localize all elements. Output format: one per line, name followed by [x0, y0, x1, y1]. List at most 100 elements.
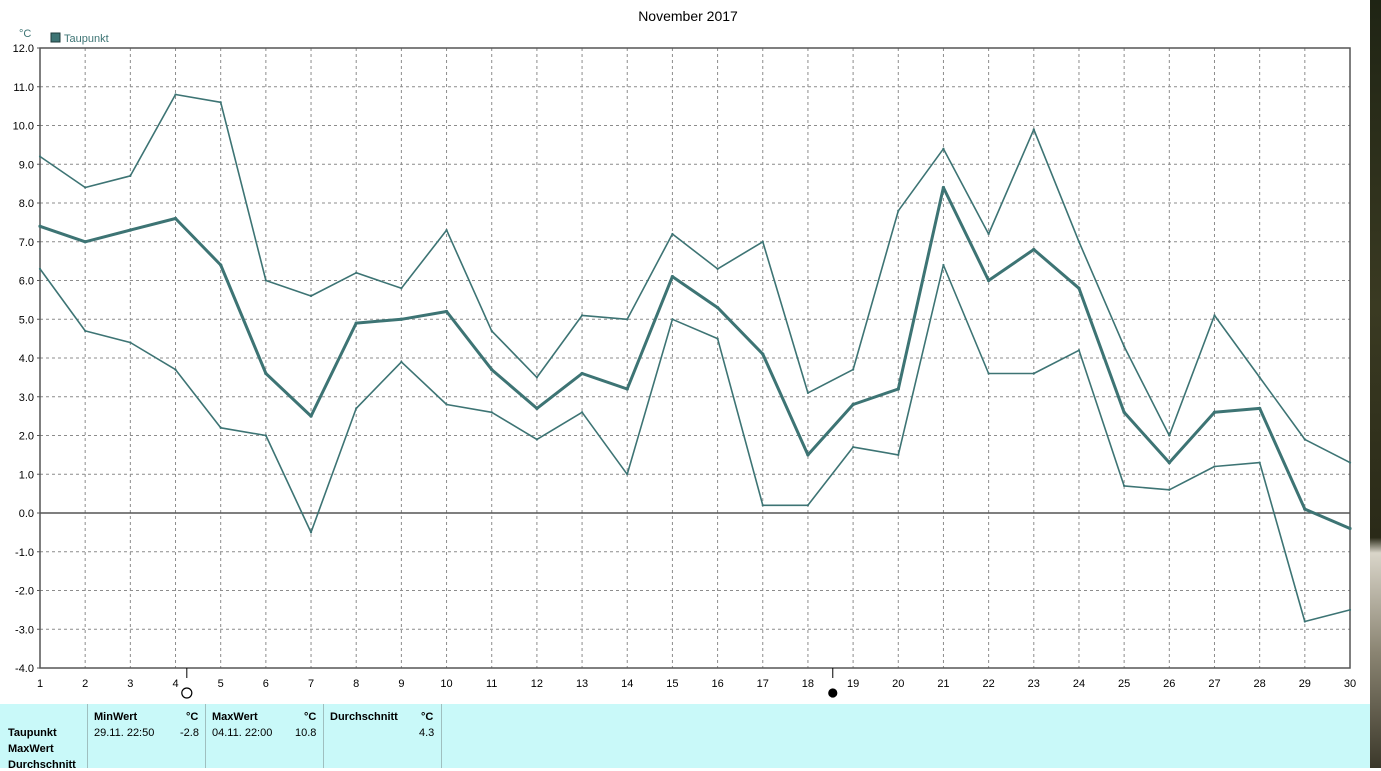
data-point — [671, 232, 674, 236]
data-point — [1077, 349, 1081, 352]
data-point — [355, 407, 358, 410]
max-time: 04.11. 22:00 — [212, 727, 273, 739]
y-tick-label: -4.0 — [15, 663, 34, 675]
y-tick-label: -1.0 — [15, 547, 34, 559]
data-point — [1258, 406, 1262, 410]
grid — [39, 47, 1351, 669]
data-point — [1213, 465, 1216, 468]
x-tick-label: 15 — [666, 678, 678, 690]
tick-labels: 12.0 11.0 10.0 9.0 8.0 7.0 6.0 5.0 4.0 3.0 2.0 1.0 0… — [13, 43, 1357, 690]
desktop-background-strip — [1370, 0, 1381, 768]
data-point — [580, 314, 584, 317]
chart: November 2017 °C Taupunkt 12.011.010.09.… — [13, 8, 1357, 699]
avg-value: 4.3 — [419, 727, 435, 739]
stats-row-label-taupunkt: Taupunkt — [8, 727, 57, 739]
data-point — [173, 216, 178, 221]
data-point — [490, 329, 493, 332]
data-point — [84, 329, 87, 332]
legend-label: Taupunkt — [64, 33, 109, 45]
avg-header: Durchschnitt — [330, 711, 398, 723]
data-point — [580, 411, 584, 414]
series-line — [39, 186, 1351, 530]
data-point — [490, 411, 493, 414]
y-tick-label: 2.0 — [19, 431, 34, 443]
data-point — [219, 263, 223, 267]
stats-separator — [205, 704, 206, 768]
x-tick-label: 16 — [711, 678, 723, 690]
x-tick-label: 24 — [1073, 678, 1085, 690]
x-tick-label: 11 — [486, 678, 497, 690]
data-point — [309, 294, 313, 298]
data-point — [490, 368, 494, 372]
data-point — [535, 438, 538, 441]
data-point — [761, 240, 764, 243]
data-point — [309, 414, 313, 418]
data-point — [897, 453, 900, 456]
data-point — [354, 321, 358, 325]
y-tick-label: 7.0 — [19, 237, 34, 249]
stats-separator — [87, 704, 88, 768]
stats-separator — [323, 704, 324, 768]
series-line — [39, 93, 1351, 464]
data-point — [1123, 484, 1126, 487]
data-point — [1123, 345, 1126, 348]
x-tick-label: 5 — [218, 678, 224, 690]
y-tick-label: 4.0 — [19, 353, 34, 365]
x-tick-label: 9 — [398, 678, 404, 690]
data-point — [38, 267, 42, 270]
data-point — [761, 352, 765, 356]
y-tick-label: 9.0 — [19, 159, 34, 171]
moon-markers — [181, 668, 838, 699]
data-point — [535, 376, 538, 379]
data-point — [129, 174, 132, 177]
data-point — [671, 318, 674, 321]
data-point — [1032, 247, 1036, 252]
data-point — [309, 531, 313, 534]
max-header: MaxWert — [212, 711, 258, 723]
stats-row-label-durchschnitt: Durchschnitt — [8, 759, 76, 771]
x-tick-label: 12 — [531, 678, 543, 690]
data-point — [1213, 314, 1216, 317]
data-point — [445, 229, 448, 232]
x-tick-label: 4 — [172, 678, 178, 690]
y-tick-label: 5.0 — [19, 314, 34, 326]
data-point — [444, 309, 449, 314]
data-point — [761, 504, 764, 507]
data-point — [1167, 461, 1171, 465]
x-tick-label: 13 — [576, 678, 588, 690]
data-point — [625, 387, 629, 391]
y-tick-label: 6.0 — [19, 276, 34, 288]
x-tick-label: 3 — [127, 678, 133, 690]
data-point — [1258, 376, 1261, 379]
x-tick-label: 25 — [1118, 678, 1130, 690]
data-point — [219, 101, 222, 104]
data-point — [716, 267, 719, 270]
x-tick-label: 27 — [1208, 678, 1220, 690]
y-tick-label: 0.0 — [19, 508, 34, 520]
data-point — [1348, 608, 1352, 611]
data-point — [626, 473, 629, 476]
data-point — [942, 263, 945, 267]
data-point — [851, 402, 855, 407]
data-point — [715, 306, 720, 310]
data-point — [1348, 461, 1352, 464]
y-tick-label: 1.0 — [19, 469, 34, 481]
max-unit: °C — [304, 711, 317, 723]
x-tick-label: 7 — [308, 678, 314, 690]
y-tick-label: 8.0 — [19, 198, 34, 210]
x-tick-label: 10 — [440, 678, 452, 690]
data-point — [445, 403, 448, 406]
data-point — [941, 185, 946, 190]
data-point — [84, 186, 87, 189]
data-point — [264, 434, 267, 437]
data-point — [128, 228, 132, 232]
data-point — [896, 387, 900, 391]
x-tick-label: 8 — [353, 678, 359, 690]
data-point — [1077, 240, 1081, 243]
y-tick-label: -2.0 — [15, 586, 34, 598]
stats-row-label-maxwert: MaxWert — [8, 743, 54, 755]
data-point — [219, 426, 222, 429]
min-value: -2.8 — [180, 727, 199, 739]
series-line — [39, 264, 1351, 623]
data-point — [1348, 526, 1352, 531]
